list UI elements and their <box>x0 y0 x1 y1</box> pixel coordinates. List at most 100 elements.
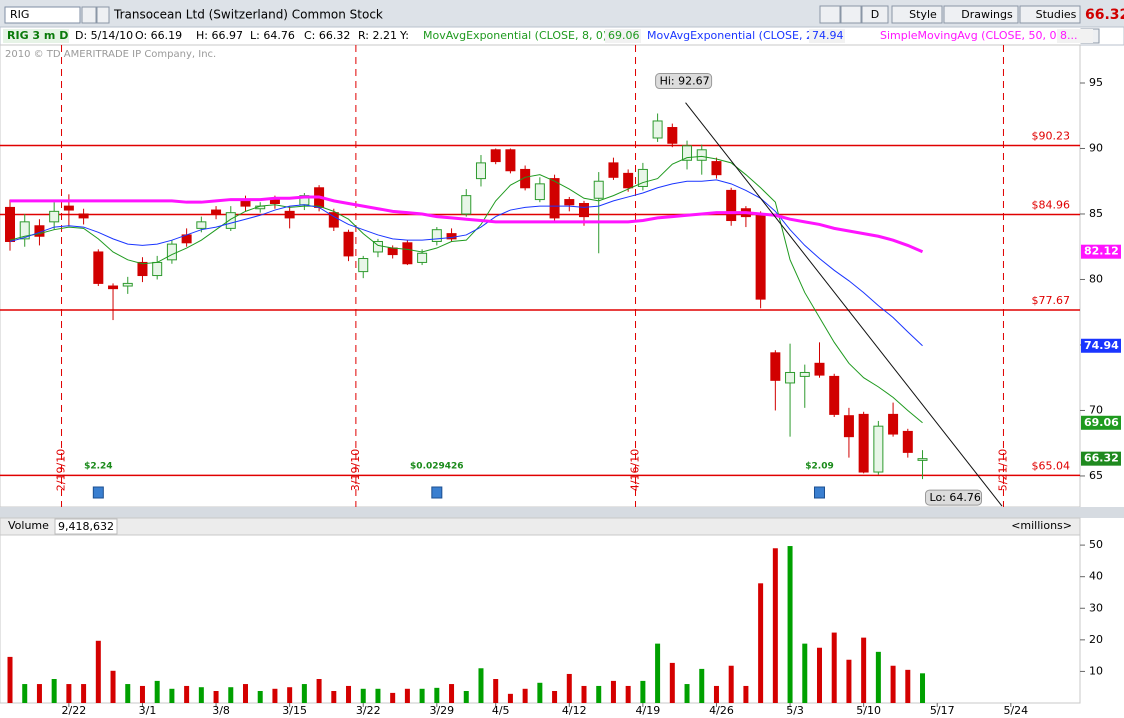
volume-header <box>0 517 1081 536</box>
price-level-label: $77.67 <box>1032 294 1071 307</box>
event-icon[interactable] <box>431 486 443 499</box>
toolbar-button-label: Drawings <box>961 8 1013 21</box>
volume-bar <box>699 668 705 703</box>
volume-bar <box>758 583 764 703</box>
last-value-box <box>1081 451 1121 466</box>
x-tick-label: 5/10 <box>856 704 881 717</box>
candle-body <box>93 251 104 284</box>
volume-bar <box>110 670 116 703</box>
x-tick-label: 5/24 <box>1003 704 1028 717</box>
candle-body <box>755 213 766 300</box>
candle-body <box>269 199 280 204</box>
candle-body <box>211 209 222 215</box>
volume-bar <box>728 665 734 703</box>
volume-bar <box>66 684 72 703</box>
candle-body <box>5 206 16 242</box>
volume-bar <box>95 640 101 703</box>
candle-body <box>726 189 737 222</box>
volume-bar <box>596 685 602 703</box>
last-value-box <box>1081 244 1121 259</box>
candle-body <box>770 352 781 381</box>
candle-body <box>623 172 634 189</box>
candle-body <box>711 161 722 176</box>
candle-body <box>343 231 354 257</box>
info-field: Y: <box>399 29 409 42</box>
volume-bar <box>375 688 381 703</box>
volume-bar <box>213 691 219 703</box>
candle-body <box>78 213 89 219</box>
copyright: 2010 © TD AMERITRADE IP Company, Inc. <box>5 49 216 60</box>
candle-body <box>475 162 486 180</box>
volume-bar <box>566 673 572 703</box>
symbol-input[interactable] <box>4 6 81 24</box>
symbol-menu[interactable] <box>81 6 97 24</box>
expiry-label: 3/19/10 <box>349 449 362 491</box>
x-tick-label: 3/1 <box>139 704 157 717</box>
info-field: C: 66.32 <box>304 29 350 42</box>
chart-id-box <box>3 29 69 43</box>
event-label: $2.24 <box>84 462 112 472</box>
candle-body <box>917 458 928 461</box>
candle-body <box>902 430 913 453</box>
volume-bar <box>272 688 278 703</box>
study-name: MovAvgExponential (CLOSE, 8, 0) <box>423 29 607 42</box>
event-icon[interactable] <box>813 486 825 499</box>
volume-bar <box>257 691 263 703</box>
last-value: 69.06 <box>1084 416 1119 429</box>
annotation-label: Hi: 92.67 <box>660 75 710 88</box>
toolbar-button-label: Style <box>909 8 937 21</box>
x-tick-label: 3/22 <box>356 704 381 717</box>
price-level-label: $65.04 <box>1032 459 1071 472</box>
volume-bar <box>7 656 13 703</box>
volume-bar <box>831 632 837 703</box>
volume-bar <box>287 687 293 703</box>
last-value: 66.32 <box>1084 452 1119 465</box>
volume-bar <box>228 687 234 703</box>
candle-body <box>696 149 707 161</box>
moving-average <box>10 195 924 254</box>
candle-body <box>284 210 295 219</box>
volume-bar <box>522 688 528 703</box>
last-value-box <box>1081 338 1121 353</box>
x-tick-label: 3/29 <box>429 704 454 717</box>
candle-body <box>417 252 428 263</box>
volume-bar <box>537 682 543 703</box>
volume-bar <box>478 668 484 703</box>
volume-bar <box>154 680 160 703</box>
toolbar-button[interactable] <box>943 5 1019 24</box>
volume-bar <box>139 685 145 703</box>
moving-average <box>9 179 923 347</box>
volume-bar <box>802 643 808 703</box>
toolbar-button[interactable] <box>861 5 889 24</box>
toolbar-button[interactable] <box>891 5 943 24</box>
settings-button[interactable] <box>840 5 862 24</box>
last-value: 74.94 <box>1084 339 1119 352</box>
candle-body <box>593 180 604 199</box>
candle-body <box>505 149 516 172</box>
info-field: O: 66.19 <box>135 29 182 42</box>
candle-body <box>829 375 840 415</box>
candle-body <box>785 371 796 384</box>
event-icon[interactable] <box>92 486 104 499</box>
zoom-button[interactable] <box>819 5 841 24</box>
y-tick-label: 40 <box>1089 570 1103 583</box>
candle-body <box>579 202 590 218</box>
trendline <box>685 102 1003 507</box>
candle-body <box>564 199 575 206</box>
candle-body <box>652 120 663 139</box>
volume-title: Volume <box>8 519 49 532</box>
last-value: 82.12 <box>1084 245 1119 258</box>
price-panel <box>0 44 1081 508</box>
study-value: 74.94 <box>812 29 844 42</box>
toolbar-button[interactable] <box>1019 5 1081 24</box>
candle-body <box>431 229 442 242</box>
x-tick-label: 3/15 <box>282 704 307 717</box>
candle-body <box>888 413 899 435</box>
x-tick-label: 4/5 <box>492 704 510 717</box>
candle-body <box>814 362 825 376</box>
symbol-link[interactable] <box>96 6 110 24</box>
symbol: RIG <box>10 8 29 21</box>
volume-bar <box>22 684 28 703</box>
y-tick-label: 10 <box>1089 664 1103 677</box>
candle-body <box>637 168 648 187</box>
